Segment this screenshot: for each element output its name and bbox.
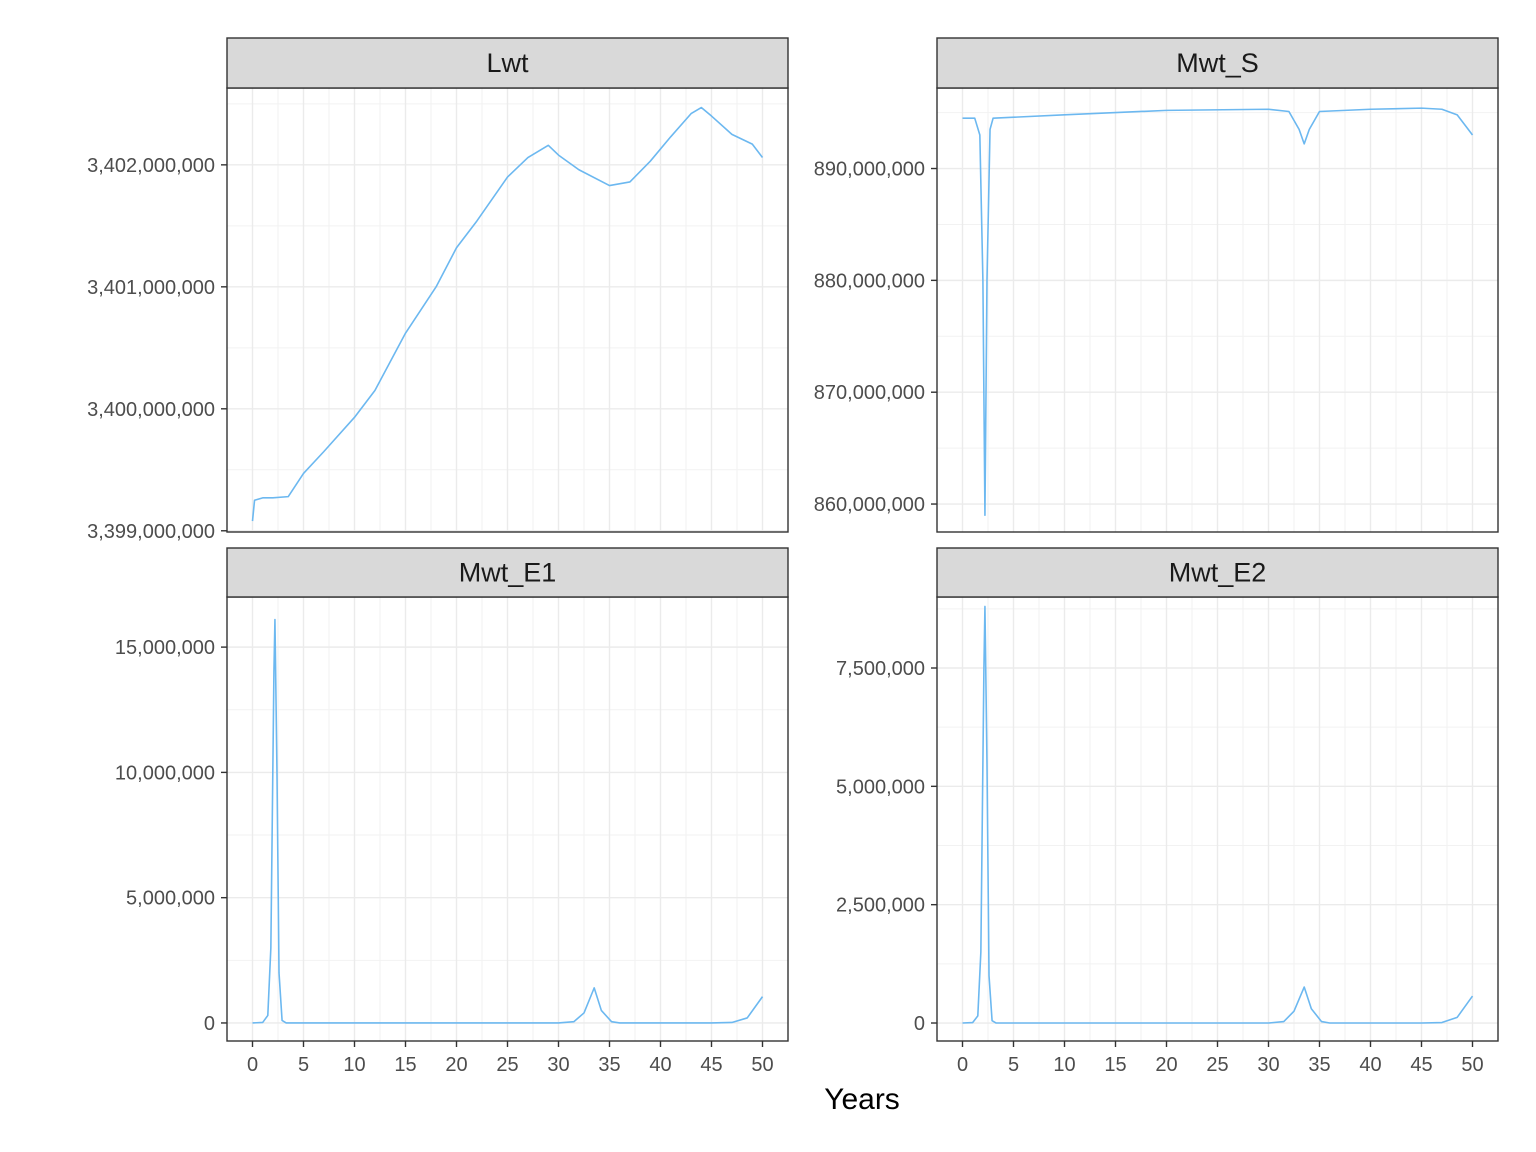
y-tick-label: 3,402,000,000 [87, 155, 215, 177]
x-tick-label: 50 [751, 1054, 773, 1076]
x-tick-label: 35 [598, 1054, 620, 1076]
y-tick-label: 10,000,000 [115, 762, 215, 784]
y-tick-label: 7,500,000 [836, 658, 925, 680]
series-line-mwt-e2 [962, 605, 1474, 1024]
x-tick-label: 10 [1053, 1054, 1075, 1076]
facet-strip-label: Mwt_S [1176, 48, 1259, 78]
y-tick-label: 860,000,000 [814, 494, 925, 516]
y-tick-label: 0 [204, 1013, 215, 1035]
y-tick-label: 890,000,000 [814, 159, 925, 181]
facet-strip [936, 547, 1499, 598]
y-tick-label: 3,400,000,000 [87, 399, 215, 421]
y-tick-label: 5,000,000 [836, 776, 925, 798]
y-tick-label: 15,000,000 [115, 637, 215, 659]
y-tick-label: 880,000,000 [814, 270, 925, 292]
facet-strip-label: Mwt_E2 [1169, 558, 1267, 588]
x-axis-title: Years [824, 1083, 900, 1116]
x-tick-label: 25 [1206, 1054, 1228, 1076]
y-tick-label: 3,401,000,000 [87, 277, 215, 299]
x-tick-label: 20 [445, 1054, 467, 1076]
y-tick-label: 2,500,000 [836, 895, 925, 917]
series-line-mwt-s [962, 107, 1474, 517]
y-tick-label: 5,000,000 [126, 888, 215, 910]
panel-lwt: Lwt 3,399,000,000 3,400,000,000 3,401,000,0… [87, 37, 789, 543]
x-tick-label: 0 [957, 1054, 968, 1076]
facet-strip-label: Lwt [486, 48, 529, 78]
series-line-mwt-e1 [252, 618, 764, 1024]
facet-strip [936, 37, 1499, 89]
x-tick-label: 15 [1104, 1054, 1126, 1076]
x-tick-label: 25 [496, 1054, 518, 1076]
panel-mwt-e2: Mwt_E2 0 2,500,000 5,000,000 7,500,000 0 5 10 15… [836, 547, 1499, 1076]
x-tick-label: 45 [1410, 1054, 1432, 1076]
panel-mwt-s: Mwt_S 860,000,000 870,000,000 880,000,000 89… [814, 37, 1499, 533]
y-tick-label: 0 [914, 1013, 925, 1035]
panels: Lwt 3,399,000,000 3,400,000,000 3,401,000,0… [87, 37, 1499, 1076]
x-tick-label: 50 [1461, 1054, 1483, 1076]
x-tick-label: 30 [1257, 1054, 1279, 1076]
x-tick-label: 45 [700, 1054, 722, 1076]
x-tick-label: 35 [1308, 1054, 1330, 1076]
y-tick-label: 3,399,000,000 [87, 521, 215, 543]
y-tick-label: 870,000,000 [814, 382, 925, 404]
x-tick-label: 20 [1155, 1054, 1177, 1076]
series-line-lwt [251, 106, 764, 522]
facet-strip [226, 547, 789, 598]
panel-mwt-e1: Mwt_E1 0 5,000,000 10,000,000 15,000,000 0 5 10… [115, 547, 789, 1076]
facet-strip [226, 37, 789, 89]
x-tick-label: 5 [1008, 1054, 1019, 1076]
x-tick-label: 30 [547, 1054, 569, 1076]
facet-strip-label: Mwt_E1 [459, 558, 557, 588]
x-tick-label: 0 [247, 1054, 258, 1076]
x-tick-label: 40 [649, 1054, 671, 1076]
x-tick-label: 15 [394, 1054, 416, 1076]
x-tick-label: 5 [298, 1054, 309, 1076]
x-tick-label: 40 [1359, 1054, 1381, 1076]
x-tick-label: 10 [343, 1054, 365, 1076]
